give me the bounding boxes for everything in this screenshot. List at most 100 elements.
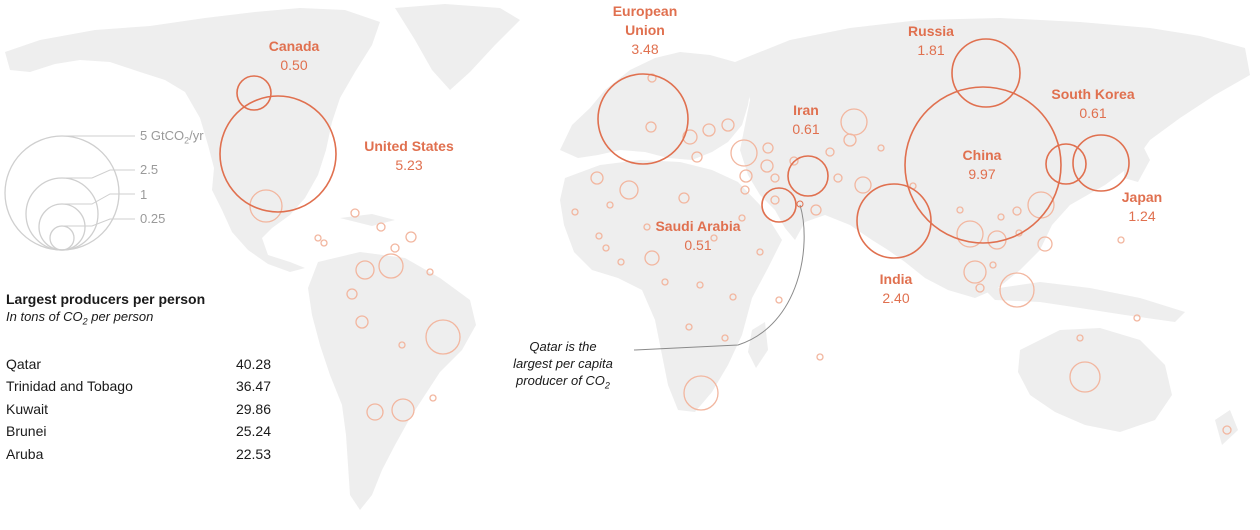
bubble-minor (816, 353, 824, 361)
table-value: 22.53 (235, 445, 271, 462)
table-row: Aruba 22.53 (6, 443, 271, 466)
landmass-asia (735, 18, 1250, 298)
bubble-minor (683, 375, 719, 411)
bubble-minor (730, 139, 758, 167)
bubble-minor (398, 341, 406, 349)
label-canada: Canada 0.50 (254, 37, 334, 75)
bubble-minor (729, 293, 737, 301)
table-value: 40.28 (235, 355, 271, 372)
country-name: United States (364, 138, 454, 154)
table-title: Largest producers per person (6, 291, 206, 307)
bubble-minor (617, 258, 625, 266)
bubble-minor (1076, 334, 1084, 342)
country-name: China (962, 147, 1002, 163)
country-name: Canada (268, 38, 320, 54)
scale-circle-5 (4, 135, 120, 251)
per-person-table: Largest producers per person In tons of … (6, 290, 271, 465)
scale-circle-0.25 (49, 225, 75, 251)
scale-leader-line (62, 218, 135, 227)
table-row: Brunei 25.24 (6, 420, 271, 443)
landmass-europe (560, 52, 752, 160)
bubble-minor (963, 260, 987, 284)
qatar-marker (796, 200, 804, 208)
emission-value: 0.61 (792, 121, 820, 137)
bubble-minor (1012, 206, 1022, 216)
bubble-minor (314, 234, 322, 242)
bubble-minor (775, 296, 783, 304)
landmass-new-zealand (1215, 410, 1238, 445)
bubble-minor (426, 268, 434, 276)
label-south-korea: South Korea 0.61 (1038, 85, 1148, 123)
table-country: Brunei (6, 423, 47, 440)
bubble-russia (951, 38, 1021, 108)
bubble-minor (682, 129, 698, 145)
emission-value: 0.51 (684, 237, 712, 253)
scale-circle-1 (38, 203, 86, 251)
bubble-minor (833, 173, 843, 183)
bubble-minor (854, 176, 872, 194)
label-china: China 9.97 (942, 146, 1022, 184)
bubble-minor (721, 118, 735, 132)
emission-value: 9.97 (968, 166, 996, 182)
bubble-minor (997, 213, 1005, 221)
label-saudi-arabia: Saudi Arabia 0.51 (643, 217, 753, 255)
bubble-minor (999, 272, 1035, 308)
table-row: Kuwait 29.86 (6, 398, 271, 421)
bubble-minor (350, 208, 360, 218)
country-name: Russia (908, 23, 954, 39)
bubble-minor (975, 283, 985, 293)
bubble-minor (702, 123, 716, 137)
table-value: 29.86 (235, 400, 271, 417)
scale-circle-2.5 (25, 177, 99, 251)
emission-value: 3.48 (631, 41, 659, 57)
scale-leader-line (62, 169, 135, 179)
bubble-minor (249, 189, 283, 223)
bubble-minor (762, 142, 774, 154)
scale-label-2.5: 2.5 (140, 162, 159, 177)
bubble-minor (1133, 314, 1141, 322)
table-value: 36.47 (235, 378, 271, 395)
bubble-minor (756, 248, 764, 256)
bubble-minor (721, 334, 729, 342)
bubble-minor (320, 239, 328, 247)
bubble-minor (405, 231, 417, 243)
country-name: Saudi Arabia (655, 218, 741, 234)
landmass-north-america (5, 8, 380, 272)
bubble-minor (644, 250, 660, 266)
bubble-minor (376, 222, 386, 232)
bubble-minor (789, 156, 799, 166)
bubble-japan (1072, 134, 1130, 192)
qatar-annotation: Qatar is the largest per capita producer… (513, 339, 613, 391)
label-japan: Japan 1.24 (1110, 188, 1174, 226)
bubble-minor (770, 195, 780, 205)
landmass-southeast-asia-islands (985, 282, 1185, 322)
table-row: Qatar 40.28 (6, 353, 271, 376)
bubble-minor (661, 278, 669, 286)
bubble-minor (606, 201, 614, 209)
bubble-minor (602, 244, 610, 252)
country-name: Iran (793, 102, 819, 118)
bubble-minor (710, 234, 718, 242)
bubble-minor (740, 185, 750, 195)
bubble-minor (355, 260, 375, 280)
country-name: South Korea (1051, 86, 1135, 102)
minor-emitter-bubbles (249, 73, 1232, 435)
bubble-minor (760, 159, 774, 173)
bubble-minor (378, 253, 404, 279)
label-india: India 2.40 (866, 270, 926, 308)
table-country: Aruba (6, 445, 44, 462)
landmass-south-america (308, 252, 476, 510)
emission-value: 5.23 (395, 157, 423, 173)
bubble-minor (989, 261, 997, 269)
major-emitter-bubbles (219, 38, 1130, 259)
emission-value: 0.61 (1079, 105, 1107, 121)
scale-legend-circles (4, 135, 135, 251)
landmass-greenland (395, 4, 520, 90)
bubble-minor (843, 133, 857, 147)
label-iran: Iran 0.61 (771, 101, 841, 139)
bubble-saudi-arabia (761, 187, 797, 223)
scale-label-1: 1 (140, 187, 148, 202)
table-country: Kuwait (6, 400, 49, 417)
bubble-minor (391, 398, 415, 422)
